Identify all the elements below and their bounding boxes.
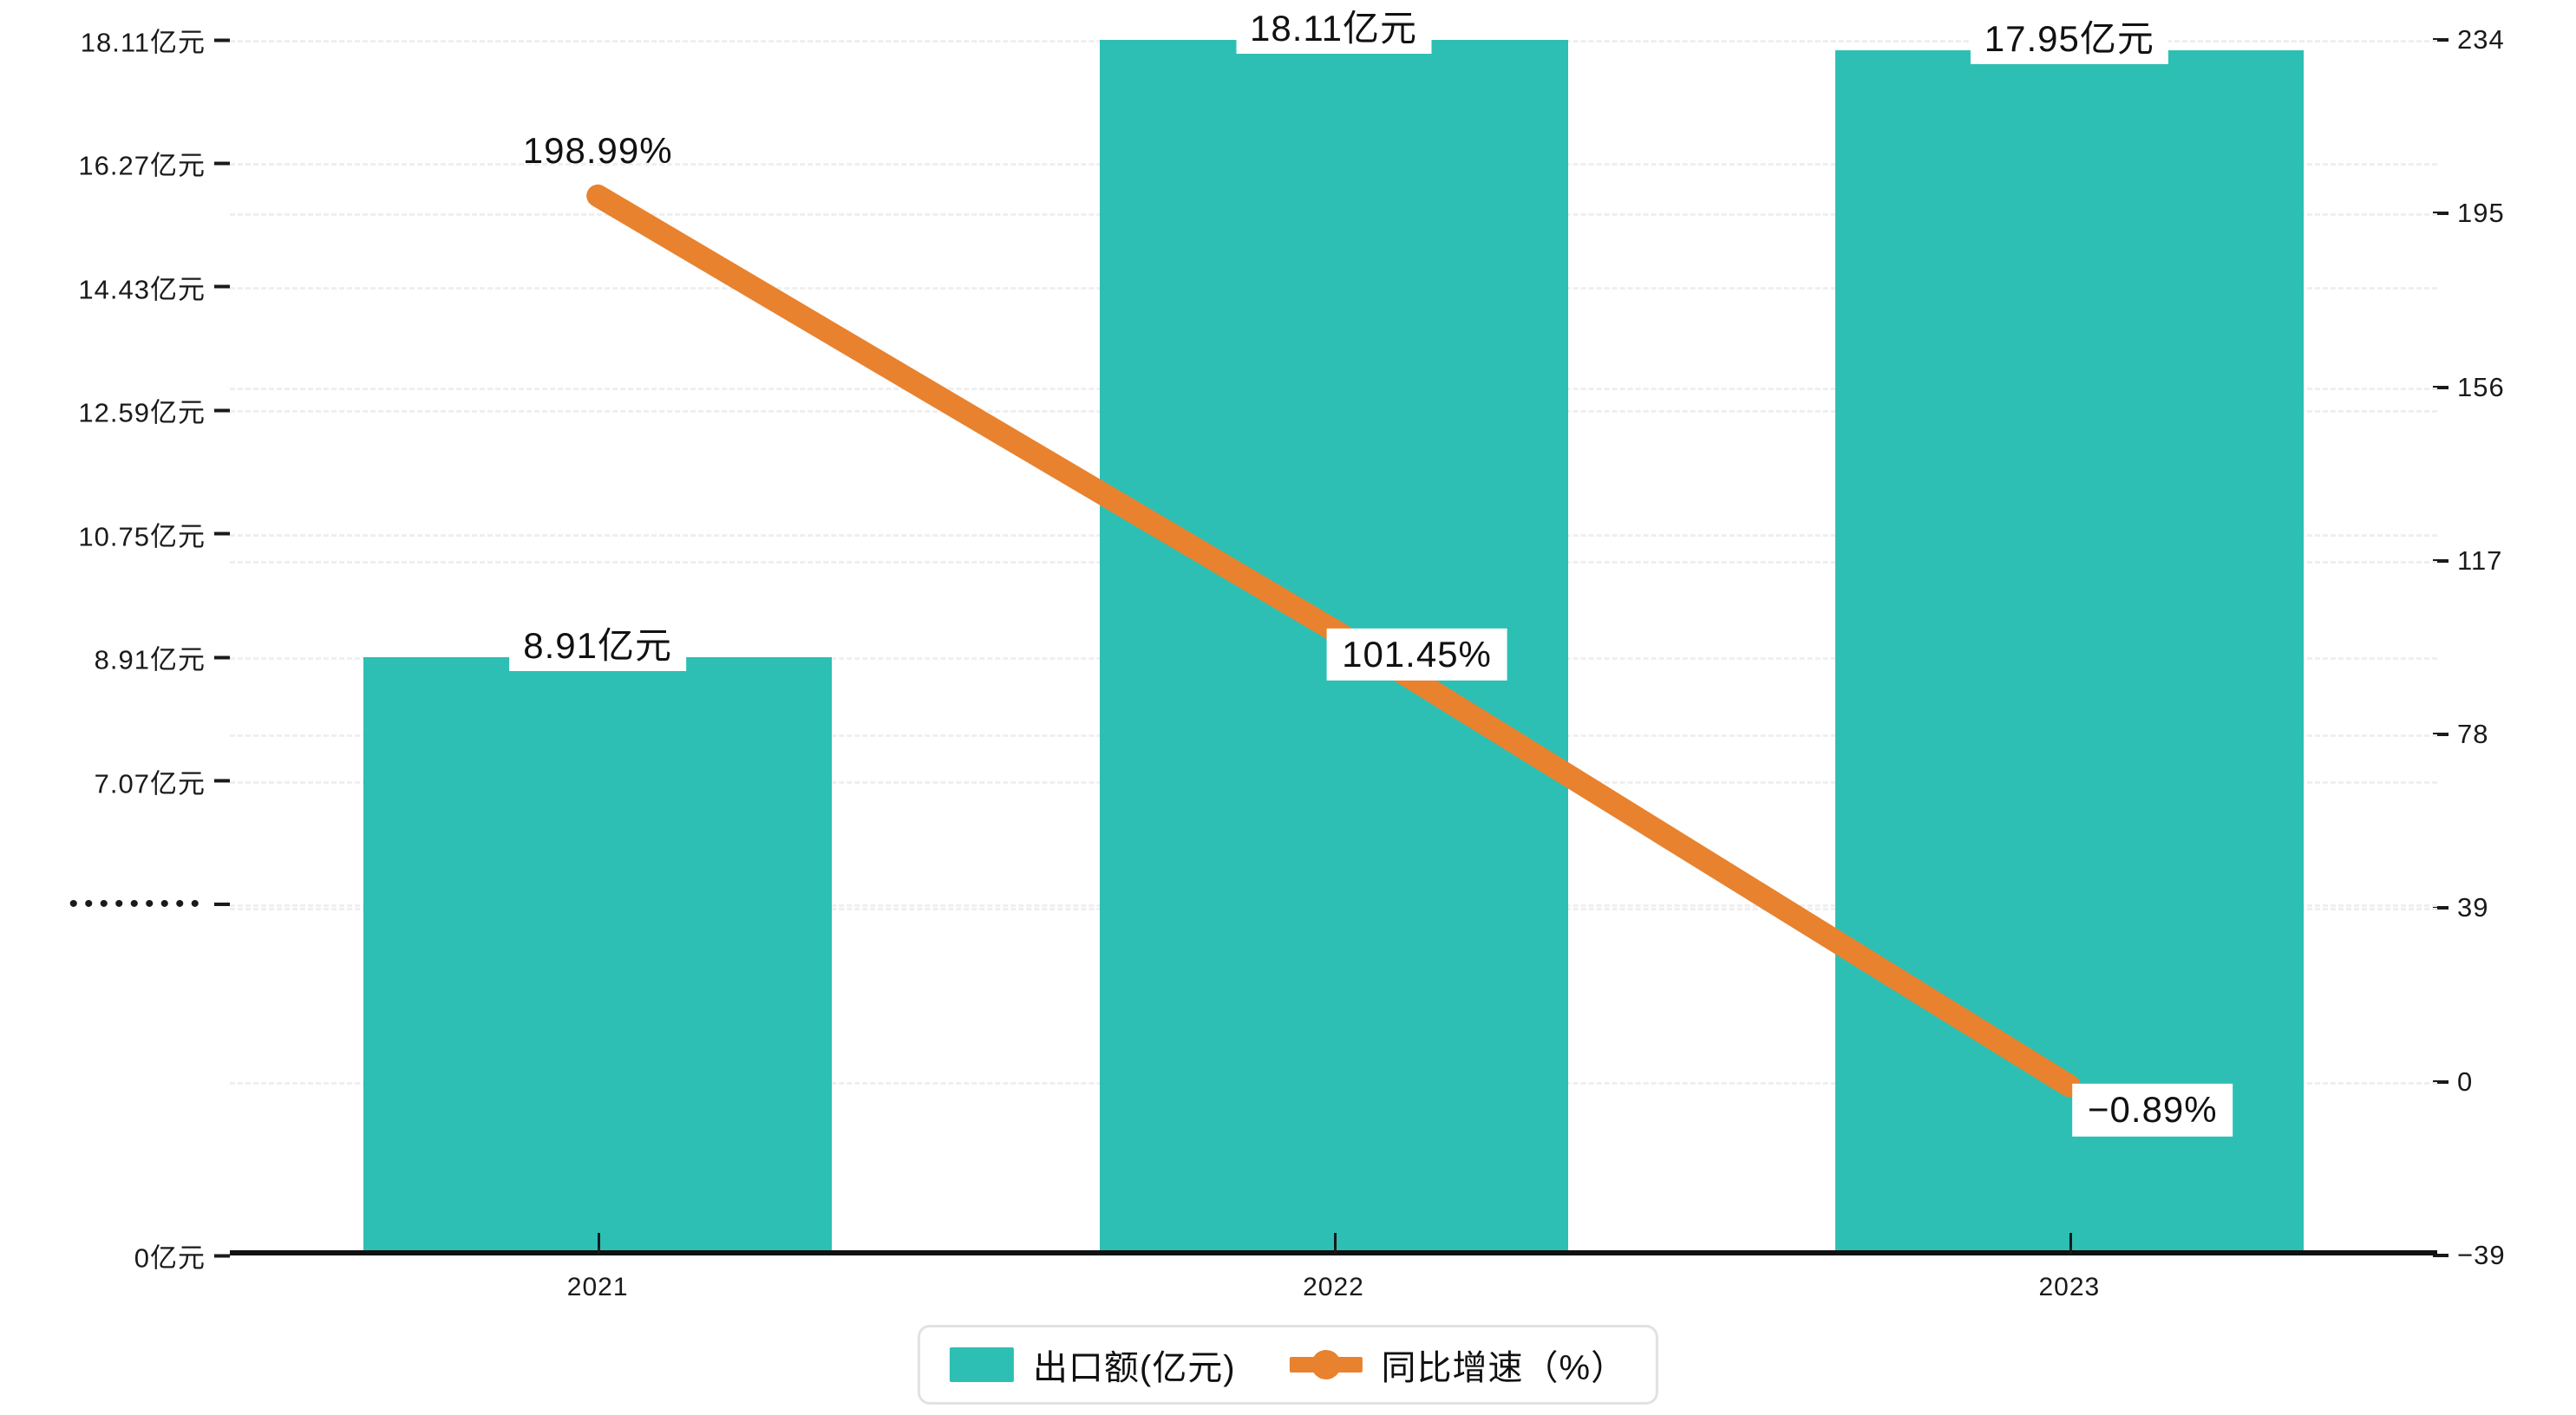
- x-tick-mark-icon: [1333, 1233, 1337, 1254]
- left-axis-tick-label: 14.43亿元: [78, 267, 230, 306]
- left-axis-tick-label: 18.11亿元: [81, 21, 230, 60]
- tick-dash-icon: [214, 284, 230, 289]
- bar-value-label: 17.95亿元: [1970, 8, 2168, 65]
- line-point-label: 198.99%: [522, 129, 673, 171]
- legend-label-line: 同比增速（%）: [1381, 1349, 1627, 1387]
- right-axis-tick-label: 78: [2433, 719, 2488, 750]
- legend-bar-swatch-icon: [949, 1347, 1014, 1382]
- bar[interactable]: [1834, 50, 2304, 1255]
- legend-item-line[interactable]: 同比增速（%）: [1289, 1340, 1627, 1390]
- tick-dash-icon: [2433, 1254, 2449, 1257]
- tick-dash-icon: [2433, 38, 2449, 42]
- chart-legend: 出口额(亿元) 同比增速（%）: [917, 1325, 1659, 1405]
- legend-line-swatch-icon: [1289, 1357, 1363, 1373]
- x-axis-tick-label: 2021: [566, 1273, 629, 1301]
- tick-dash-icon: [214, 408, 230, 413]
- right-axis-tick-label: 39: [2433, 892, 2488, 923]
- right-axis-tick-label: 156: [2433, 372, 2505, 403]
- tick-dash-icon: [2433, 733, 2449, 737]
- x-tick-mark-icon: [2069, 1233, 2072, 1254]
- x-tick-mark-icon: [598, 1233, 601, 1254]
- left-axis-tick-label: •••••••••: [69, 890, 230, 919]
- bar[interactable]: [363, 657, 833, 1255]
- tick-dash-icon: [214, 161, 230, 166]
- legend-label-bar: 出口额(亿元): [1032, 1349, 1236, 1387]
- right-axis-tick-label: 0: [2433, 1066, 2473, 1098]
- tick-dash-icon: [214, 1254, 230, 1257]
- tick-dash-icon: [2433, 212, 2449, 216]
- tick-dash-icon: [214, 903, 230, 907]
- left-axis-tick-label: 0亿元: [134, 1236, 230, 1275]
- tick-dash-icon: [214, 655, 230, 660]
- x-axis-tick-label: 2023: [2038, 1273, 2101, 1301]
- left-axis-tick-label: 12.59亿元: [78, 391, 230, 430]
- x-axis-tick-label: 2022: [1303, 1273, 1364, 1301]
- bar-value-label: 8.91亿元: [509, 615, 687, 672]
- tick-dash-icon: [2433, 1079, 2449, 1084]
- tick-dash-icon: [2433, 385, 2449, 389]
- left-axis-tick-label: 7.07亿元: [95, 761, 230, 800]
- bar-value-label: 18.11亿元: [1236, 0, 1431, 54]
- legend-item-bar[interactable]: 出口额(亿元): [949, 1340, 1236, 1390]
- tick-dash-icon: [214, 779, 230, 783]
- left-axis-tick-label: 16.27亿元: [78, 144, 230, 183]
- left-axis-tick-label: 10.75亿元: [78, 514, 230, 553]
- line-point-label: −0.89%: [2072, 1084, 2233, 1137]
- tick-dash-icon: [2433, 906, 2449, 910]
- right-axis-tick-label: 234: [2433, 24, 2505, 55]
- tick-dash-icon: [214, 38, 230, 42]
- right-axis-tick-label: −39: [2433, 1240, 2506, 1271]
- line-point-label: 101.45%: [1326, 628, 1507, 681]
- tick-dash-icon: [2433, 558, 2449, 563]
- left-axis-tick-label: 8.91亿元: [95, 638, 230, 677]
- right-axis-tick-label: 195: [2433, 198, 2505, 229]
- tick-dash-icon: [214, 531, 230, 536]
- right-axis-tick-label: 117: [2433, 545, 2502, 577]
